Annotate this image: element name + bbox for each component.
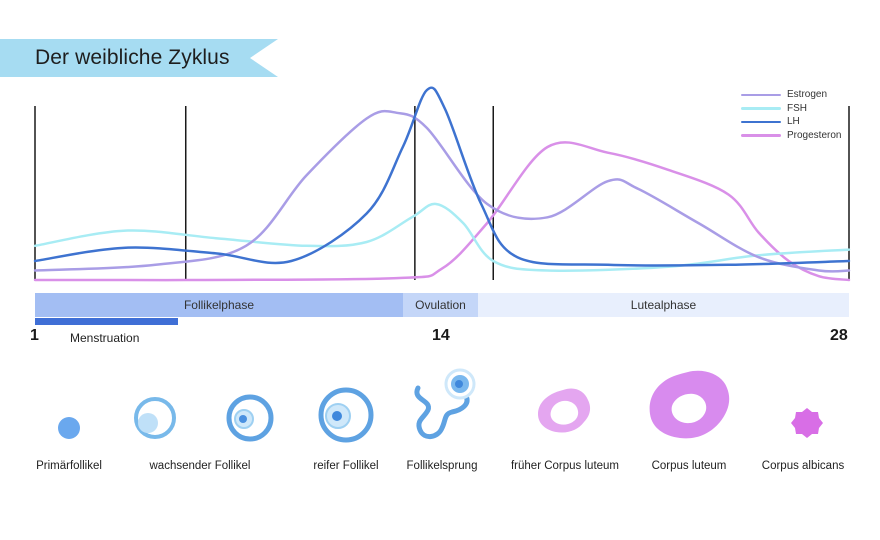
hormone-chart [33, 86, 851, 282]
menstruation-label: Menstruation [70, 331, 140, 345]
legend-label: LH [787, 116, 800, 128]
title-banner [0, 39, 278, 77]
follicle-label-wachsender: wachsender Follikel [149, 460, 251, 472]
legend-swatch-estrogen [741, 93, 781, 96]
mature-follicle-icon [226, 394, 274, 442]
series-line-estrogen [33, 109, 851, 273]
follicle-label-reifer: reifer Follikel [313, 460, 379, 472]
follicle-label-frueher-corpus-luteum: früher Corpus luteum [510, 460, 620, 472]
follicle-label-corpus-albicans: Corpus albicans [761, 460, 845, 472]
legend-swatch-progesteron [741, 134, 781, 137]
follicle-label-primaerfollikel: Primärfollikel [36, 460, 102, 472]
mature-follicle-large-icon [318, 387, 374, 443]
legend-swatch-fsh [741, 107, 781, 110]
legend-label: Estrogen [787, 89, 828, 101]
early-corpus-luteum-icon [538, 388, 591, 433]
legend-label: FSH [787, 102, 807, 114]
phase-label-lutealphase: Lutealphase [630, 298, 697, 312]
follicle-label-corpus-luteum: Corpus luteum [651, 460, 727, 472]
series-line-progesteron [33, 141, 851, 282]
corpus-luteum-icon [649, 370, 730, 439]
phase-label-ovulation: Ovulation [415, 298, 466, 312]
legend-item-fsh: FSH [741, 102, 841, 116]
follicle-label-follikelsprung: Follikelsprung [406, 460, 478, 472]
phase-bar-ovulation: Ovulation [403, 293, 478, 317]
day-label-start: 1 [30, 327, 39, 344]
phase-bar-lutealphase: Lutealphase [478, 293, 849, 317]
banner-shape [0, 39, 278, 77]
legend-item-lh: LH [741, 115, 841, 129]
legend-item-progesteron: Progesteron [741, 129, 841, 143]
phase-bar-follikelphase: Follikelphase [35, 293, 403, 317]
legend-label: Progesteron [787, 129, 842, 141]
growing-follicle-icon [134, 397, 176, 439]
follicle-stages [58, 368, 823, 443]
follicle-rupture-icon [414, 368, 476, 439]
legend-swatch-lh [741, 120, 781, 123]
series-line-lh [33, 86, 851, 267]
day-label-end: 28 [830, 327, 848, 344]
corpus-albicans-icon [791, 408, 823, 438]
day-label-mid: 14 [432, 327, 450, 344]
chart-legend: Estrogen FSH LH Progesteron [741, 88, 841, 142]
series-line-fsh [33, 202, 851, 272]
phase-label-follikelphase: Follikelphase [183, 298, 255, 312]
page-title: Der weibliche Zyklus [35, 46, 230, 69]
legend-item-estrogen: Estrogen [741, 88, 841, 102]
menstruation-bar [35, 318, 178, 325]
primary-follicle-icon [58, 417, 80, 439]
